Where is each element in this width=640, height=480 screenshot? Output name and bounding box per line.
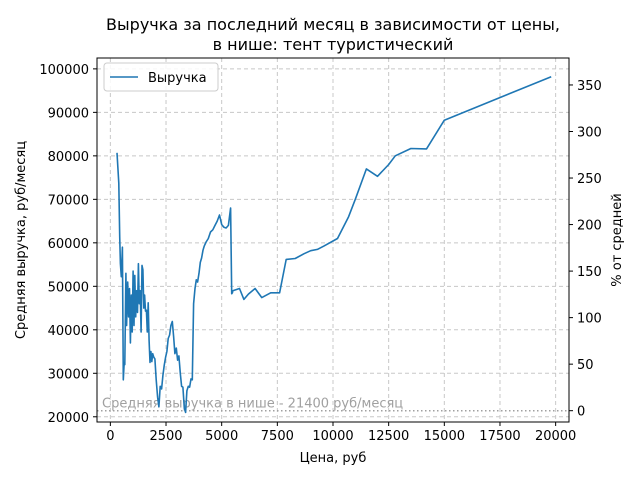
legend-label: Выручка: [148, 71, 207, 86]
y-tick-label: 20000: [48, 411, 89, 426]
y2-tick-label: 50: [577, 358, 594, 373]
y-tick-label: 50000: [48, 280, 89, 295]
y2-axis-title: % от средней: [610, 193, 625, 286]
x-tick-label: 0: [106, 429, 114, 444]
chart-title-line-2: в нише: тент туристический: [213, 35, 454, 54]
y-tick-label: 100000: [39, 63, 89, 78]
legend-box: [103, 62, 219, 92]
x-tick-label: 5000: [205, 429, 238, 444]
x-axis-ticks: 0 2500 5000 7500 10000 12500 15000 17500 20000: [106, 422, 576, 444]
average-reference: Средняя выручка в нише - 21400 руб/месяц: [97, 397, 569, 412]
y-axis-ticks: 20000 30000 40000 50000 60000 70000 80000 90000…: [39, 63, 97, 426]
y2-tick-label: 250: [577, 172, 602, 187]
x-tick-label: 20000: [535, 429, 576, 444]
y-tick-label: 90000: [48, 106, 89, 121]
x-tick-label: 17500: [479, 429, 520, 444]
y2-tick-label: 300: [577, 125, 602, 140]
y2-tick-label: 100: [577, 312, 602, 327]
grid-lines: [97, 58, 569, 422]
y2-axis-ticks: 0 50 100 150 200 250 300 350: [569, 79, 602, 420]
y2-tick-label: 350: [577, 79, 602, 94]
y-tick-label: 40000: [48, 324, 89, 339]
x-tick-label: 7500: [261, 429, 294, 444]
legend: Выручка: [103, 62, 219, 92]
y-tick-label: 60000: [48, 237, 89, 252]
y2-tick-label: 0: [577, 405, 585, 420]
x-axis-title: Цена, руб: [300, 451, 367, 466]
x-tick-label: 2500: [149, 429, 182, 444]
chart-title-line-1: Выручка за последний месяц в зависимости…: [106, 15, 560, 34]
y2-tick-label: 150: [577, 265, 602, 280]
average-annotation: Средняя выручка в нише - 21400 руб/месяц: [102, 397, 403, 412]
x-tick-label: 15000: [424, 429, 465, 444]
revenue-line: [116, 75, 552, 414]
y2-tick-label: 200: [577, 219, 602, 234]
x-tick-label: 10000: [312, 429, 353, 444]
y-tick-label: 30000: [48, 367, 89, 382]
x-tick-label: 12500: [368, 429, 409, 444]
y-axis-title: Средняя выручка, руб/месяц: [14, 141, 29, 339]
y-tick-label: 80000: [48, 150, 89, 165]
y-tick-label: 70000: [48, 193, 89, 208]
